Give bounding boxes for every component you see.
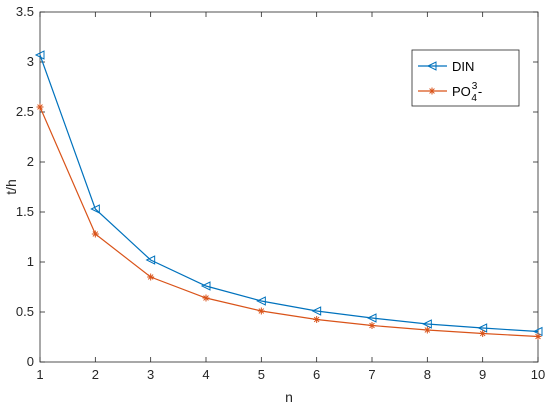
legend-po4-sup: 3: [472, 81, 478, 92]
data-point-1-2: [147, 274, 154, 281]
x-axis-label: n: [285, 389, 293, 405]
x-tick-label: 7: [368, 367, 375, 382]
y-tick-label: 3: [27, 54, 34, 69]
legend-po4-sub: 4: [471, 93, 477, 104]
x-tick-label: 6: [313, 367, 320, 382]
x-tick-label: 1: [36, 367, 43, 382]
y-tick-label: 3.5: [16, 4, 34, 19]
x-tick-label: 5: [258, 367, 265, 382]
x-tick-label: 8: [424, 367, 431, 382]
x-tick-label: 4: [202, 367, 209, 382]
data-point-1-9: [535, 333, 542, 340]
y-tick-label: 1.5: [16, 204, 34, 219]
legend-marker-shape-1: [429, 88, 436, 95]
x-tick-label: 2: [92, 367, 99, 382]
data-point-1-3: [203, 295, 210, 302]
y-tick-label: 0.5: [16, 304, 34, 319]
x-tick-label: 9: [479, 367, 486, 382]
y-tick-label: 0: [27, 354, 34, 369]
y-tick-label: 2: [27, 154, 34, 169]
data-point-1-1: [92, 231, 99, 238]
y-tick-label: 1: [27, 254, 34, 269]
x-tick-label: 3: [147, 367, 154, 382]
y-tick-label: 2.5: [16, 104, 34, 119]
y-axis-label: t/h: [3, 179, 19, 195]
legend-din-label: DIN: [452, 59, 474, 74]
legend-po4-marker: [429, 88, 436, 95]
legend-po4-suffix: -: [478, 84, 482, 99]
data-point-1-0: [37, 104, 44, 111]
legend: DIN PO3 4-: [412, 50, 519, 106]
legend-po4-base: PO: [452, 84, 471, 99]
data-point-1-6: [369, 322, 376, 329]
x-tick-label: 10: [531, 367, 545, 382]
